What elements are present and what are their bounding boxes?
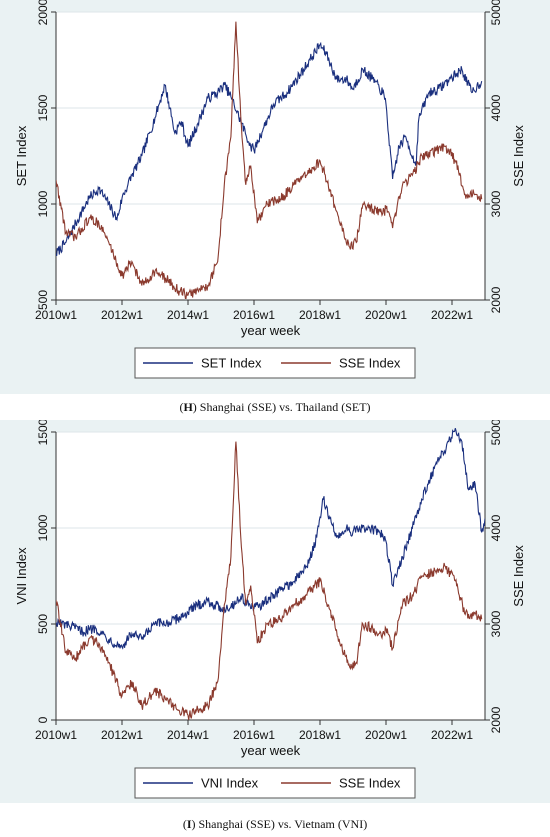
x-tick-label: 2022w1 xyxy=(431,728,473,742)
y-right-tick-label: 4000 xyxy=(489,514,503,541)
series-line-sse xyxy=(56,441,483,720)
y-right-tick-label: 4000 xyxy=(489,94,503,121)
x-tick-label: 2016w1 xyxy=(233,308,275,322)
x-tick-label: 2018w1 xyxy=(299,308,341,322)
x-tick-label: 2010w1 xyxy=(35,728,77,742)
chart-panel-h: 500 1000 1500 2000 2000 3000 4000 5000 2010w1 201… xyxy=(0,0,550,394)
caption-i-text: Shanghai (SSE) vs. Vietnam (VNI) xyxy=(195,817,368,831)
y-right-tick-label: 5000 xyxy=(489,420,503,445)
y-axis-left-label: VNI Index xyxy=(14,547,29,605)
y-axis-right-label: SSE Index xyxy=(511,125,526,187)
y-right-tick-label: 5000 xyxy=(489,0,503,25)
series-line-left xyxy=(56,428,485,650)
x-tick-label: 2014w1 xyxy=(167,728,209,742)
y-axis-right-label: SSE Index xyxy=(511,545,526,607)
y-left-tick-label: 1000 xyxy=(36,514,50,541)
y-right-tick-label: 2000 xyxy=(489,286,503,313)
x-tick-label: 2016w1 xyxy=(233,728,275,742)
series-line-sse xyxy=(56,21,483,299)
y-left-tick-label: 1500 xyxy=(36,94,50,121)
legend-label: SSE Index xyxy=(339,356,401,371)
x-axis-label: year week xyxy=(241,743,301,758)
series-line-left xyxy=(56,41,483,256)
chart-h-svg: 500 1000 1500 2000 2000 3000 4000 5000 2010w1 201… xyxy=(14,0,526,379)
y-right-tick-label: 3000 xyxy=(489,610,503,637)
caption-h-letter: H xyxy=(183,400,193,414)
legend: VNI Index SSE Index xyxy=(134,767,416,799)
legend-label: SET Index xyxy=(201,356,262,371)
x-tick-label: 2014w1 xyxy=(167,308,209,322)
caption-i: (I) Shanghai (SSE) vs. Vietnam (VNI) xyxy=(182,817,368,831)
legend-label: SSE Index xyxy=(339,776,401,791)
y-right-tick-label: 3000 xyxy=(489,190,503,217)
caption-h-text: Shanghai (SSE) vs. Thailand (SET) xyxy=(196,400,371,414)
x-tick-label: 2022w1 xyxy=(431,308,473,322)
x-tick-label: 2012w1 xyxy=(101,308,143,322)
y-axis-left-label: SET Index xyxy=(14,125,29,186)
x-tick-label: 2012w1 xyxy=(101,728,143,742)
y-left-tick-label: 2000 xyxy=(36,0,50,25)
chart-panel-i: 0 500 1000 1500 2000 3000 4000 5000 2010w1 2012w1… xyxy=(0,420,550,803)
caption-i-letter: I xyxy=(186,817,192,831)
y-left-tick-label: 500 xyxy=(36,290,50,310)
y-right-tick-label: 2000 xyxy=(489,706,503,733)
chart-i-svg: 0 500 1000 1500 2000 3000 4000 5000 2010w1 2012w1… xyxy=(14,420,526,799)
x-tick-label: 2020w1 xyxy=(365,308,407,322)
y-left-tick-label: 1000 xyxy=(36,190,50,217)
caption-h: (H) Shanghai (SSE) vs. Thailand (SET) xyxy=(179,400,371,414)
plot-area xyxy=(56,432,485,720)
legend-label: VNI Index xyxy=(201,776,259,791)
x-tick-label: 2020w1 xyxy=(365,728,407,742)
y-left-tick-label: 500 xyxy=(36,614,50,634)
legend: SET Index SSE Index xyxy=(134,347,416,379)
x-axis-label: year week xyxy=(241,323,301,338)
y-left-tick-label: 0 xyxy=(36,716,50,723)
y-left-tick-label: 1500 xyxy=(36,420,50,445)
x-tick-label: 2010w1 xyxy=(35,308,77,322)
x-tick-label: 2018w1 xyxy=(299,728,341,742)
